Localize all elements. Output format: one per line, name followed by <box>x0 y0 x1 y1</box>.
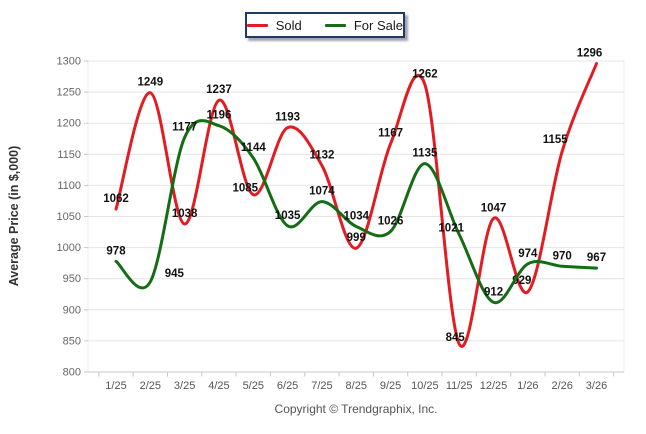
sold-point-label: 1262 <box>412 69 438 81</box>
x-tick-label: 5/25 <box>243 380 264 392</box>
x-tick-label: 2/26 <box>551 380 572 392</box>
for-sale-point-label: 970 <box>553 250 572 262</box>
sold-point-label: 1038 <box>172 208 198 220</box>
y-tick-label: 1000 <box>57 242 81 254</box>
sold-point-label: 1155 <box>543 134 569 146</box>
x-tick-label: 9/25 <box>380 380 401 392</box>
y-tick-label: 1100 <box>57 180 81 192</box>
sold-point-label: 1132 <box>309 149 334 161</box>
sold-point-label: 845 <box>446 332 466 344</box>
sold-point-label: 1237 <box>206 84 232 96</box>
for-sale-point-label: 1196 <box>206 110 231 122</box>
for-sale-point-label: 1026 <box>378 215 404 227</box>
for-sale-point-label: 1135 <box>412 148 438 160</box>
x-tick-label: 1/25 <box>105 380 126 392</box>
y-tick-label: 800 <box>63 367 81 379</box>
for-sale-point-label: 912 <box>484 286 503 298</box>
x-tick-label: 10/25 <box>411 380 439 392</box>
y-tick-label: 1300 <box>57 56 81 68</box>
y-tick-label: 1250 <box>57 87 81 99</box>
for-sale-line <box>114 119 598 304</box>
y-tick-label: 850 <box>63 335 81 347</box>
sold-point-label: 1062 <box>103 193 129 205</box>
sold-point-label: 1193 <box>275 112 300 124</box>
x-tick-label: 3/26 <box>586 380 607 392</box>
for-sale-point-label: 978 <box>106 245 126 257</box>
sold-point-label: 1047 <box>481 202 507 214</box>
for-sale-point-label: 1074 <box>309 186 335 198</box>
legend-label-sold: Sold <box>275 17 302 33</box>
y-tick-label: 1200 <box>57 118 81 130</box>
for-sale-point-label: 945 <box>165 268 185 280</box>
for-sale-point-label: 1034 <box>343 210 369 222</box>
sold-point-label: 999 <box>347 232 366 244</box>
x-tick-label: 11/25 <box>446 380 473 392</box>
y-tick-label: 1150 <box>57 149 81 161</box>
for-sale-point-label: 1035 <box>275 210 301 222</box>
y-axis-title: Average Price (in $,000) <box>7 145 21 287</box>
x-tick-label: 1/26 <box>517 380 538 392</box>
for-sale-point-label: 1177 <box>172 122 197 134</box>
sold-point-label: 1249 <box>138 77 164 89</box>
y-tick-label: 950 <box>63 273 81 285</box>
for-sale-point-label: 967 <box>587 252 606 264</box>
for-sale-line-swatch <box>325 23 346 27</box>
for-sale-point-label: 1144 <box>241 142 267 154</box>
legend-label-for-sale: For Sale <box>353 17 403 33</box>
x-tick-label: 2/25 <box>140 380 161 392</box>
sold-line <box>114 62 598 348</box>
sold-point-label: 1085 <box>232 183 258 195</box>
sold-point-label: 1167 <box>378 128 403 140</box>
y-tick-label: 900 <box>63 304 81 316</box>
y-tick-label: 1050 <box>57 211 81 223</box>
x-tick-label: 7/25 <box>311 380 332 392</box>
x-tick-label: 12/25 <box>480 380 508 392</box>
x-tick-label: 4/25 <box>208 380 229 392</box>
copyright-text: Copyright © Trendgraphix, Inc. <box>274 402 438 416</box>
sold-line-swatch <box>247 23 268 27</box>
sold-point-label: 1296 <box>577 47 603 59</box>
for-sale-point-label: 1021 <box>438 223 464 235</box>
for-sale-point-label: 974 <box>518 248 538 260</box>
legend: Sold For Sale <box>245 12 405 38</box>
x-tick-label: 6/25 <box>277 380 298 392</box>
x-tick-label: 3/25 <box>174 380 195 392</box>
x-tick-label: 8/25 <box>346 380 367 392</box>
